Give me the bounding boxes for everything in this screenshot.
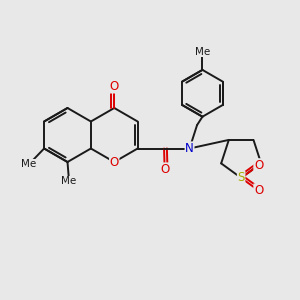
Text: N: N bbox=[185, 142, 194, 155]
Text: S: S bbox=[238, 171, 245, 184]
Text: Me: Me bbox=[61, 176, 76, 187]
Text: O: O bbox=[254, 159, 263, 172]
Text: O: O bbox=[110, 80, 119, 93]
Text: O: O bbox=[160, 163, 169, 176]
Text: Me: Me bbox=[22, 159, 37, 169]
Text: O: O bbox=[254, 184, 263, 197]
Text: O: O bbox=[110, 155, 119, 169]
Text: Me: Me bbox=[195, 47, 210, 57]
